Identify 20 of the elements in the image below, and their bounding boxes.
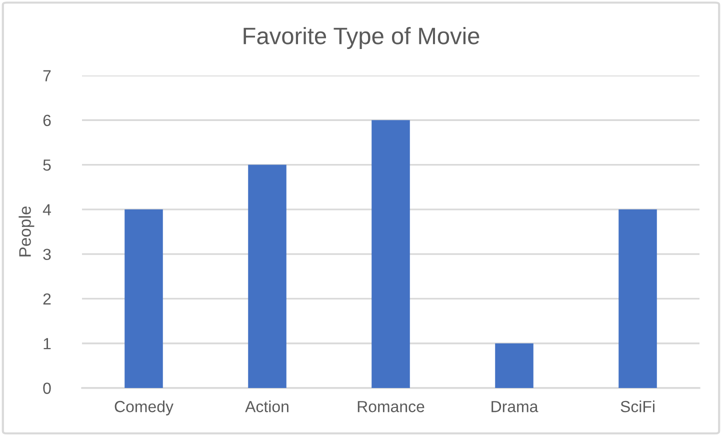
- x-tick-label: Action: [245, 400, 288, 412]
- bar: [495, 343, 534, 388]
- y-tick-label: 2: [43, 293, 51, 304]
- bar: [248, 164, 286, 388]
- y-tick-label: 6: [43, 114, 51, 126]
- x-tick-label: Comedy: [114, 400, 174, 416]
- chart-title: Favorite Type of Movie: [244, 26, 480, 50]
- y-tick-label: 7: [43, 70, 51, 82]
- y-axis-title: People: [18, 206, 34, 256]
- bar: [618, 209, 657, 388]
- y-tick-label: 4: [42, 204, 51, 216]
- y-tick-label: 1: [44, 338, 51, 350]
- y-tick-label: 3: [43, 248, 51, 260]
- x-tick-label: Romance: [358, 401, 424, 412]
- bar: [372, 120, 410, 388]
- x-tick-label: SciFi: [620, 400, 654, 412]
- x-tick-label: Drama: [492, 401, 538, 412]
- bar: [124, 209, 163, 388]
- y-tick-label: 0: [43, 382, 51, 394]
- y-tick-label: 5: [43, 160, 51, 171]
